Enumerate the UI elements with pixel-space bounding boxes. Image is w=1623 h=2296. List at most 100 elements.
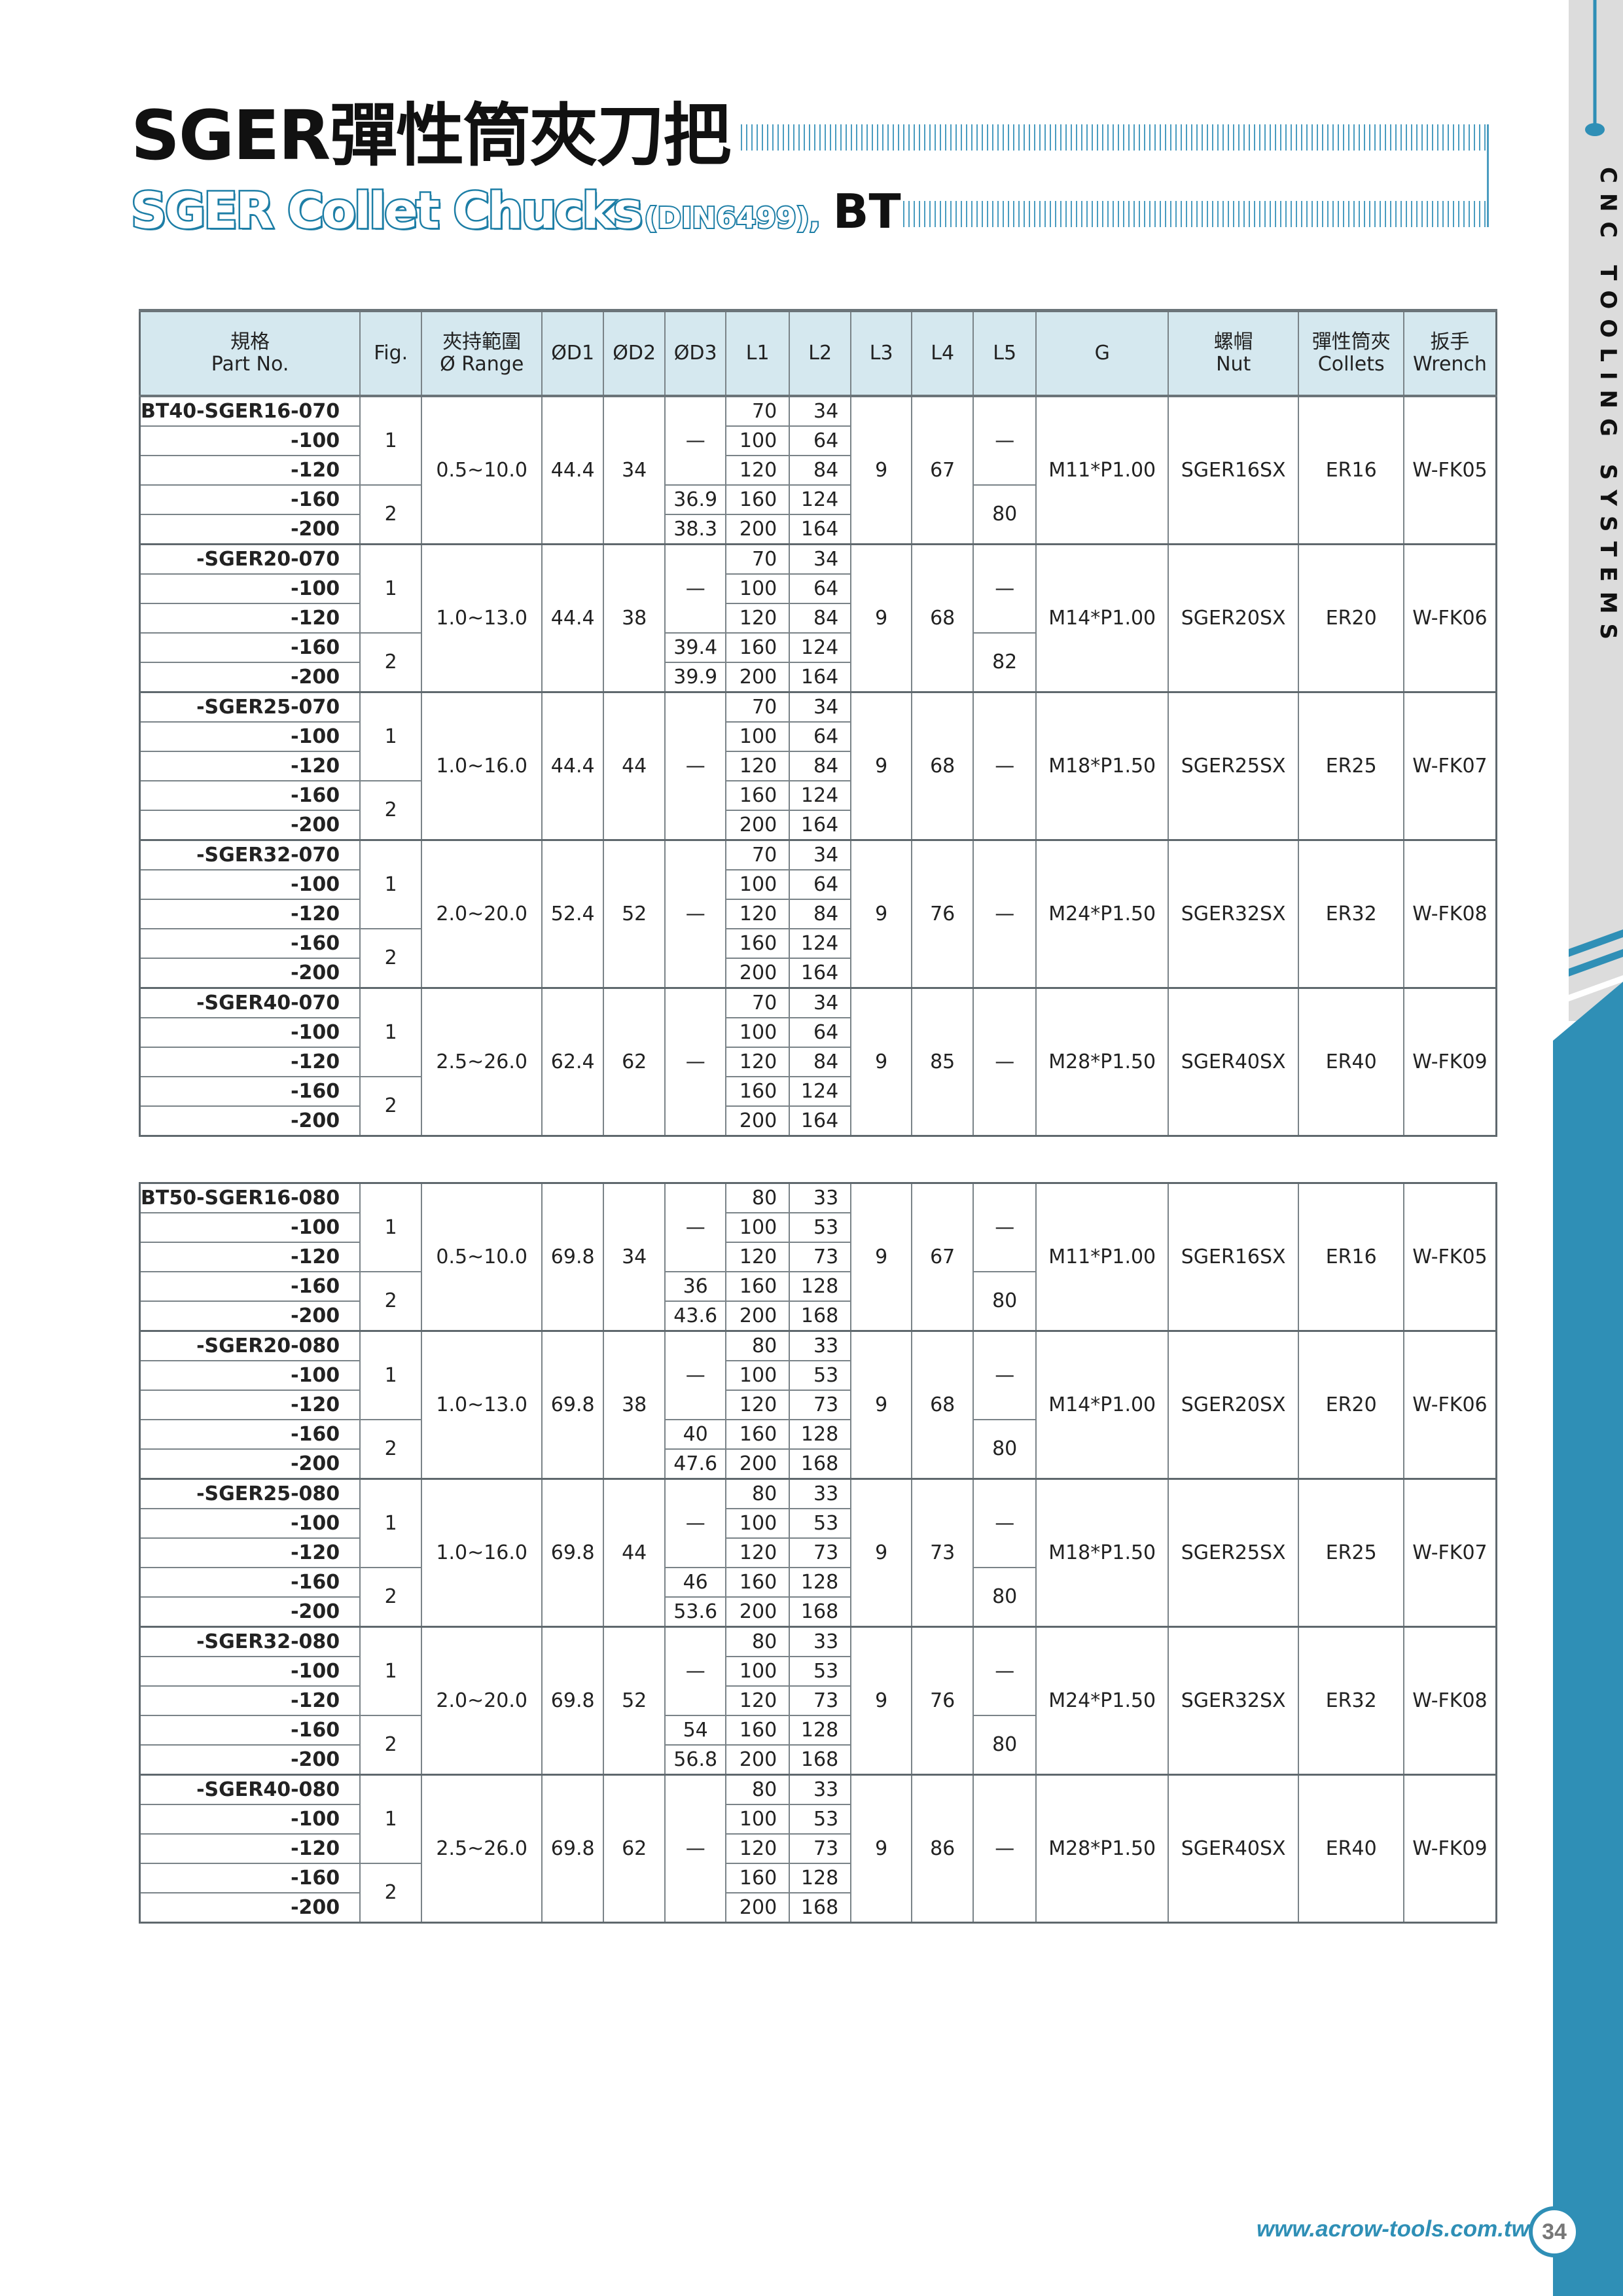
table-row: -160 2 36.9 160 124 80 [139, 484, 1497, 545]
l2-cell: 168 [789, 1744, 852, 1776]
l2-cell: 124 [789, 928, 852, 959]
table-row: -100 100 53 [139, 1656, 1497, 1687]
l1-cell: 160 [725, 1715, 791, 1746]
l2-cell: 84 [789, 751, 852, 781]
l1-cell: 160 [725, 1567, 791, 1598]
l2-cell: 124 [789, 484, 852, 515]
table-row: -100 100 53 [139, 1508, 1497, 1539]
d2-cell: 44 [603, 691, 666, 841]
l3-cell: 9 [850, 543, 913, 693]
part-number: -100 [139, 869, 361, 900]
l2-cell: 168 [789, 1892, 852, 1924]
l2-cell: 33 [789, 1478, 852, 1509]
d2-cell: 44 [603, 1478, 666, 1628]
d2-cell: 34 [603, 1182, 666, 1332]
nut-cell: SGER16SX [1168, 1182, 1300, 1332]
table-row: -160 2 36 160 128 80 [139, 1271, 1497, 1332]
l2-cell: 64 [789, 721, 852, 752]
column-header: ØD3 [664, 309, 727, 397]
l5-cell: 80 [972, 1271, 1037, 1332]
fig-cell: 1 [359, 1774, 423, 1864]
wrench-cell: W-FK08 [1403, 1626, 1497, 1776]
thread-cell: M18*P1.50 [1035, 691, 1169, 841]
l1-cell: 100 [725, 1212, 791, 1243]
range-cell: 0.5~10.0 [421, 1182, 543, 1332]
nut-cell: SGER40SX [1168, 1774, 1300, 1924]
column-header-en: G [1094, 341, 1110, 365]
l1-cell: 200 [725, 958, 791, 989]
table-row: -200 200 168 [139, 1892, 1497, 1924]
page-number: 34 [1529, 2206, 1580, 2257]
l2-cell: 53 [789, 1212, 852, 1243]
collet-cell: ER40 [1298, 1774, 1405, 1924]
table-row: -200 200 164 [139, 958, 1497, 989]
column-header: L2 [789, 309, 852, 397]
thread-cell: M14*P1.00 [1035, 1330, 1169, 1480]
column-header-en: L1 [745, 341, 770, 365]
l1-cell: 200 [725, 1744, 791, 1776]
title-bracket-line [1487, 124, 1489, 227]
l2-cell: 34 [789, 543, 852, 575]
l4-cell: 68 [911, 1330, 974, 1480]
part-number: -160 [139, 1271, 361, 1302]
website-link[interactable]: www.acrow-tools.com.tw [1257, 2216, 1529, 2242]
nut-cell: SGER25SX [1168, 691, 1300, 841]
d2-cell: 38 [603, 543, 666, 693]
sidebar-label: CNC TOOLING SYSTEMS [1595, 167, 1621, 650]
part-number: -100 [139, 1017, 361, 1048]
l1-cell: 100 [725, 425, 791, 456]
table-row: -100 100 64 [139, 869, 1497, 900]
column-header: 彈性筒夾 Collets [1298, 309, 1405, 397]
part-number: -100 [139, 1360, 361, 1391]
collet-cell: ER32 [1298, 1626, 1405, 1776]
table-header: 規格 Part No. Fig. 夾持範圍 Ø Range ØD1 ØD2 ØD3 L1 L2 L3… [139, 309, 1497, 397]
table-row: -100 100 53 [139, 1212, 1497, 1243]
l1-cell: 80 [725, 1478, 791, 1509]
table-row: BT50-SGER16-080 1 0.5~10.0 69.8 34—80 33 9 67— M… [139, 1182, 1497, 1332]
d3-cell: — [664, 543, 727, 634]
l1-cell: 100 [725, 573, 791, 604]
fig-cell: 1 [359, 691, 423, 781]
part-number: -120 [139, 1047, 361, 1077]
nut-cell: SGER40SX [1168, 987, 1300, 1137]
l5-cell: 80 [972, 1419, 1037, 1480]
l5-cell: — [972, 987, 1037, 1137]
l1-cell: 120 [725, 455, 791, 486]
table-row: -160 2 40 160 128 80 [139, 1419, 1497, 1480]
collet-cell: ER40 [1298, 987, 1405, 1137]
l1-cell: 100 [725, 869, 791, 900]
l1-cell: 80 [725, 1626, 791, 1657]
part-number: -120 [139, 1242, 361, 1272]
l1-cell: 70 [725, 987, 791, 1018]
spec-table-bt50: BT50-SGER16-080 1 0.5~10.0 69.8 34—80 33 9 67— M… [139, 1182, 1497, 1924]
l2-cell: 53 [789, 1508, 852, 1539]
part-number: -160 [139, 780, 361, 811]
thread-cell: M11*P1.00 [1035, 1182, 1169, 1332]
l2-cell: 73 [789, 1833, 852, 1864]
part-number: -200 [139, 958, 361, 989]
table-row: -SGER40-070 1 2.5~26.0 62.4 62—70 34 9 85— M28*P… [139, 987, 1497, 1137]
part-number: -100 [139, 1804, 361, 1835]
d2-cell: 62 [603, 987, 666, 1137]
l1-cell: 100 [725, 1360, 791, 1391]
l4-cell: 86 [911, 1774, 974, 1924]
fig-cell: 2 [359, 1567, 423, 1628]
table-row: -SGER40-080 1 2.5~26.0 69.8 62—80 33 9 86— M28*P… [139, 1774, 1497, 1924]
collet-cell: ER16 [1298, 395, 1405, 545]
column-header: L1 [725, 309, 791, 397]
d3-cell: 56.8 [664, 1744, 727, 1776]
wrench-cell: W-FK07 [1403, 1478, 1497, 1628]
l2-cell: 164 [789, 662, 852, 693]
column-header: G [1035, 309, 1169, 397]
fig-cell: 2 [359, 484, 423, 545]
l2-cell: 84 [789, 603, 852, 634]
l4-cell: 76 [911, 839, 974, 989]
table-row: -100 100 64 [139, 573, 1497, 604]
part-number: -120 [139, 603, 361, 634]
part-number: -100 [139, 1212, 361, 1243]
d2-cell: 52 [603, 1626, 666, 1776]
column-header-zh: 夾持範圍 [442, 330, 522, 353]
part-number: -SGER40-070 [139, 987, 361, 1018]
column-header: ØD1 [541, 309, 605, 397]
